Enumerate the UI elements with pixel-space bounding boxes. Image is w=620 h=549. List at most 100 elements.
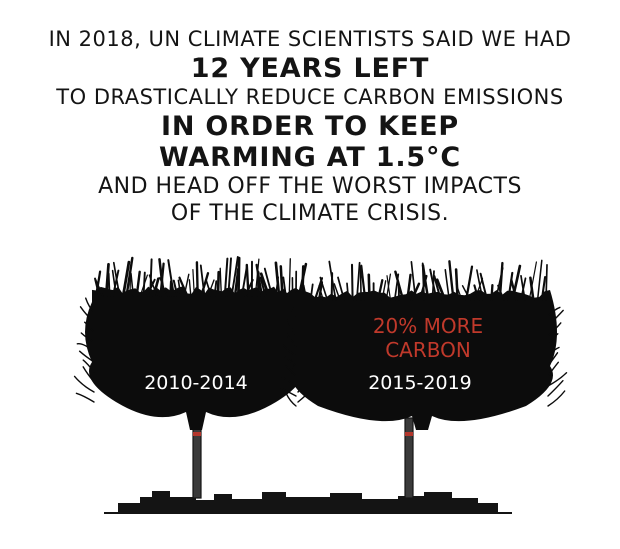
smoke-wisp xyxy=(80,332,95,343)
smoke-wisp xyxy=(529,276,535,302)
smoke-wisp xyxy=(167,259,175,297)
smoke-wisp xyxy=(282,344,297,357)
left-smoke-cloud xyxy=(73,255,318,430)
smoke-wisp xyxy=(216,270,221,298)
smoke-wisp xyxy=(498,261,504,302)
smoke-wisp xyxy=(381,280,387,301)
smoke-wisp xyxy=(464,265,474,302)
smoke-wisp xyxy=(199,272,210,298)
smoke-wisp xyxy=(333,283,341,301)
smoke-wisp xyxy=(510,278,518,302)
smoke-wisp xyxy=(230,255,239,297)
smoke-wisp xyxy=(285,392,297,407)
right-cloud-note-line-2: CARBON xyxy=(385,338,471,362)
smoke-wisp xyxy=(346,282,350,301)
smoke-wisp xyxy=(135,270,141,298)
smoke-wisp xyxy=(112,261,121,297)
smoke-wisp xyxy=(94,278,104,297)
smoke-wisp xyxy=(121,260,131,298)
smoke-wisp xyxy=(545,263,548,301)
right-chimney xyxy=(404,417,414,499)
smoke-wisp xyxy=(207,279,215,297)
smoke-wisp xyxy=(454,268,459,302)
smoke-wisp xyxy=(172,279,179,297)
smoke-wisp xyxy=(520,275,526,301)
right-chimney-band xyxy=(405,432,413,436)
smoke-wisp xyxy=(177,279,182,297)
smoke-wisp xyxy=(85,297,95,313)
smoke-wisp xyxy=(337,276,346,301)
smoke-wisp xyxy=(547,372,568,387)
right-smoke-cloud xyxy=(277,259,568,430)
smoke-wisp xyxy=(148,274,158,297)
headline: IN 2018, UN CLIMATE SCIENTISTS SAID WE H… xyxy=(0,26,620,227)
headline-line-5: WARMING AT 1.5°C xyxy=(159,142,461,173)
right-cloud-period: 2015-2019 xyxy=(368,372,472,394)
smoke-wisp xyxy=(285,333,297,347)
headline-line-4: IN ORDER TO KEEP xyxy=(160,111,459,142)
smoke-wisp xyxy=(497,284,505,301)
smoke-wisp xyxy=(104,262,110,298)
smoke-wisp xyxy=(188,279,192,297)
left-chimney-band xyxy=(193,432,201,436)
smoke-wisp xyxy=(279,386,297,397)
smoke-wisp xyxy=(219,267,223,297)
headline-line-1: IN 2018, UN CLIMATE SCIENTISTS SAID WE H… xyxy=(48,27,572,51)
smoke-wisp xyxy=(107,272,111,297)
smoke-wisp xyxy=(421,264,430,302)
smoke-wisp xyxy=(448,260,455,302)
smoke-wisp xyxy=(130,272,135,297)
smoke-wisp xyxy=(435,278,447,302)
smoke-wisp xyxy=(444,269,451,301)
smoke-wisp xyxy=(259,276,267,298)
smoke-cloud-body xyxy=(85,286,307,430)
smoke-wisp xyxy=(192,268,195,297)
left-cloud-period: 2010-2014 xyxy=(144,372,248,394)
smoke-wisp xyxy=(152,277,160,298)
smoke-wisp xyxy=(159,276,168,297)
smoke-wisp xyxy=(536,259,543,301)
smoke-wisp xyxy=(75,392,95,403)
smoke-wisp xyxy=(490,284,494,302)
smoke-wisp xyxy=(237,256,241,298)
smoke-wisp xyxy=(213,280,218,297)
smoke-wisp xyxy=(406,273,412,302)
smoke-wisp xyxy=(76,343,95,353)
smoke-wisp xyxy=(142,271,146,297)
smoke-wisp xyxy=(547,346,560,357)
smoke-wisp xyxy=(277,300,297,317)
right-cloud-note-line-1: 20% MORE xyxy=(373,314,483,338)
smoke-wisp xyxy=(279,265,284,298)
smoke-wisp xyxy=(410,282,421,302)
smoke-wisp xyxy=(78,350,95,363)
smoke-wisp xyxy=(547,390,566,407)
smoke-wisp xyxy=(359,266,362,301)
smoke-wisp xyxy=(84,321,95,333)
smoke-wisp xyxy=(149,258,153,297)
smoke-wisp xyxy=(547,333,559,347)
smoke-wisp xyxy=(547,361,559,377)
headline-line-3: TO DRASTICALLY REDUCE CARBON EMISSIONS xyxy=(56,85,564,109)
factory-skyline xyxy=(104,491,512,514)
smoke-wisp xyxy=(528,261,537,301)
smoke-cloud-body xyxy=(287,290,557,430)
smoke-wisp xyxy=(473,284,480,302)
smoke-wisp xyxy=(429,268,438,301)
smoke-wisp xyxy=(476,269,484,301)
smoke-wisp xyxy=(309,283,314,301)
smoke-wisp xyxy=(79,306,95,323)
smoke-wisp xyxy=(195,261,199,298)
smoke-wisp xyxy=(82,366,95,383)
smoke-wisp xyxy=(129,264,132,297)
smoke-wisp xyxy=(259,272,271,298)
smoke-wisp xyxy=(540,275,547,302)
smoke-wisp xyxy=(547,380,564,397)
smoke-wisp xyxy=(360,264,367,302)
smoke-wisp xyxy=(433,275,442,302)
smoke-wisp xyxy=(507,271,514,302)
smoke-wisp xyxy=(376,279,384,302)
smoke-wisp xyxy=(328,260,337,301)
smoke-wisp xyxy=(282,276,287,297)
smoke-wisp xyxy=(288,258,291,297)
smoke-wisp xyxy=(223,257,229,297)
